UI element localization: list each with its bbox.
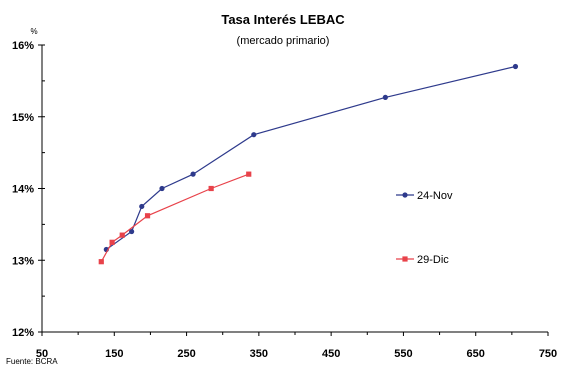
legend-label: 29-Dic — [417, 254, 449, 266]
series-line — [100, 173, 249, 262]
data-point — [208, 185, 214, 192]
data-point — [119, 232, 125, 238]
legend-marker — [402, 192, 408, 198]
x-tick-label: 250 — [177, 348, 195, 360]
y-tick-label: 12% — [12, 327, 34, 339]
data-point — [144, 213, 151, 219]
x-tick-label: 350 — [250, 348, 268, 360]
data-point — [129, 228, 135, 235]
x-tick-label: 750 — [539, 348, 557, 360]
data-point — [190, 171, 196, 177]
y-tick-label: 15% — [12, 112, 34, 124]
y-tick-label: 13% — [12, 255, 34, 267]
series-layer — [98, 63, 519, 265]
x-tick-label: 550 — [394, 348, 412, 360]
data-point — [98, 259, 104, 265]
x-tick-label: 450 — [322, 348, 340, 360]
x-tick-label: 50 — [36, 348, 48, 360]
chart-title: Tasa Interés LEBAC — [221, 12, 345, 27]
legend: 24-Nov 29-Dic — [396, 190, 453, 266]
y-unit-label: % — [30, 27, 37, 36]
source-note: Fuente: BCRA — [6, 357, 58, 366]
axes: 12% 13% 14% 15% 16% 50 150 250 350 450 550 650 750 — [12, 40, 557, 360]
x-tick-label: 650 — [467, 348, 485, 360]
data-point — [382, 94, 388, 100]
data-point — [139, 203, 145, 210]
legend-label: 24-Nov — [417, 190, 453, 202]
y-tick-label: 16% — [12, 40, 34, 52]
data-point — [246, 171, 252, 177]
chart-subtitle: (mercado primario) — [237, 35, 330, 47]
legend-item-29-Dic: 29-Dic — [396, 254, 449, 266]
legend-marker — [402, 256, 408, 262]
data-point — [512, 63, 519, 70]
series-29-Dic — [98, 171, 252, 265]
data-point — [251, 132, 257, 138]
x-tick-label: 150 — [105, 348, 123, 360]
data-point — [159, 185, 165, 192]
series-line — [105, 65, 516, 250]
series-24-Nov — [103, 63, 519, 253]
legend-item-24-Nov: 24-Nov — [396, 190, 453, 202]
y-tick-label: 14% — [12, 184, 34, 196]
data-point — [109, 239, 115, 245]
